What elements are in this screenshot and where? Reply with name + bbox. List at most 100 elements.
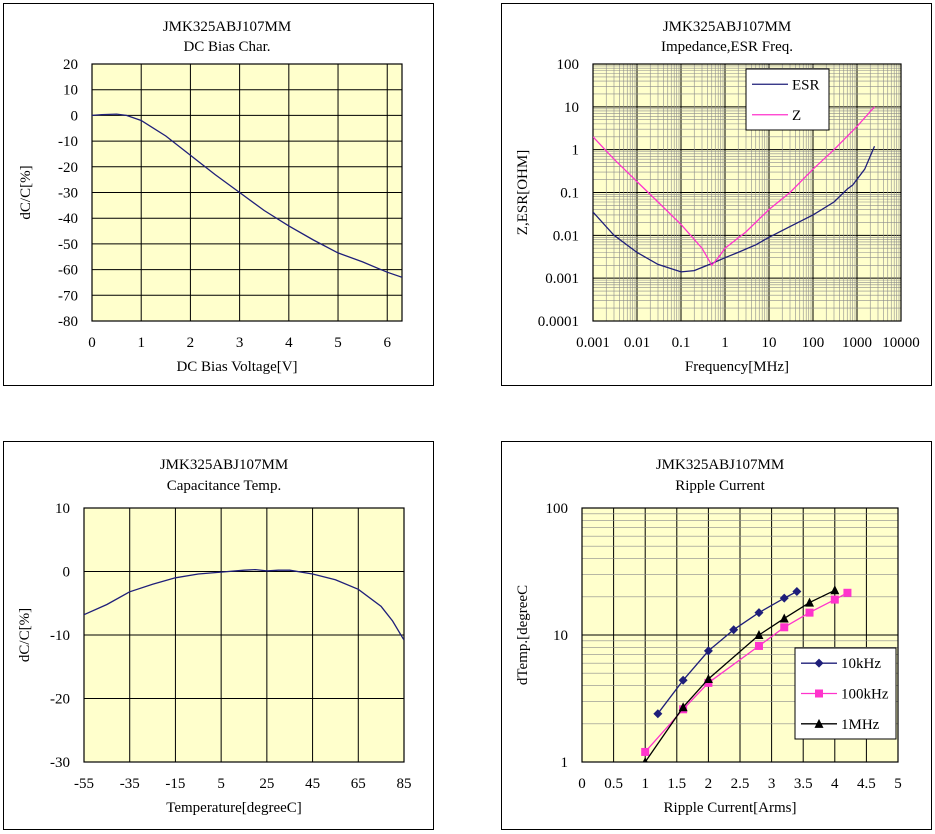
series-group: [84, 568, 404, 641]
y-tick-label: -60: [58, 263, 78, 279]
x-axis-label: Temperature[degreeC]: [166, 800, 302, 816]
x-tick-label: 25: [259, 776, 274, 792]
x-tick-label: 4: [285, 335, 293, 351]
y-tick-label: -20: [50, 692, 70, 708]
y-tick-label: 100: [557, 57, 580, 73]
x-tick-label: 65: [351, 776, 366, 792]
legend-label-100khz: 100kHz: [841, 687, 889, 703]
series-line-esr: [593, 146, 876, 273]
data-point: [830, 595, 839, 604]
capacitance-temp-chart-panel: JMK325ABJ107MM Capacitance Temp. -55 -35 -15…: [3, 441, 434, 830]
y-tick-label: -70: [58, 288, 78, 304]
legend-marker: [814, 718, 824, 728]
data-point: [780, 623, 789, 632]
y-tick-label: 20: [63, 57, 78, 73]
x-tick-label: 1.5: [667, 776, 686, 792]
data-point: [805, 608, 814, 617]
data-point: [779, 613, 789, 623]
chart-title: JMK325ABJ107MM: [663, 19, 791, 35]
x-tick-label: 0.1: [672, 335, 691, 351]
y-tick-label: 100: [546, 501, 569, 517]
x-tick-label: 100: [802, 335, 825, 351]
y-axis-label: Z,ESR[OHM]: [515, 150, 531, 235]
x-tick-label: 85: [397, 776, 412, 792]
x-tick-label: -55: [74, 776, 94, 792]
legend-marker: [814, 658, 824, 668]
x-tick-label: 2: [187, 335, 195, 351]
data-point: [805, 597, 815, 607]
x-tick-label: 3: [236, 335, 244, 351]
y-tick-label: -50: [58, 237, 78, 253]
y-tick-label: 0: [63, 565, 71, 581]
data-point: [792, 587, 802, 597]
x-tick-label: 0: [578, 776, 586, 792]
y-axis-label: dC/C[%]: [17, 608, 33, 662]
y-tick-label: -80: [58, 314, 78, 330]
data-point: [830, 585, 840, 595]
data-point: [779, 593, 789, 603]
x-tick-label: -15: [165, 776, 185, 792]
x-tick-label: 1: [721, 335, 729, 351]
x-tick-label: 1: [137, 335, 145, 351]
x-axis-label: DC Bias Voltage[V]: [176, 359, 297, 375]
y-axis-label: dTemp.[degreeC: [515, 585, 531, 685]
y-tick-label: 0: [71, 108, 79, 124]
series-line-100khz: [644, 592, 848, 753]
legend-label-z: Z: [792, 108, 801, 124]
chart-subtitle: DC Bias Char.: [183, 39, 270, 55]
y-tick-label: 0.001: [545, 271, 579, 287]
x-tick-label: 4: [831, 776, 839, 792]
series-line-z: [593, 106, 875, 267]
y-tick-label: -40: [58, 211, 78, 227]
data-point: [703, 646, 713, 656]
chart-subtitle: Ripple Current: [675, 478, 765, 494]
plot-border: [592, 63, 902, 322]
x-tick-label: 10000: [882, 335, 920, 351]
x-tick-label: -35: [120, 776, 140, 792]
y-tick-label: -30: [50, 755, 70, 771]
y-tick-label: 10: [55, 501, 70, 517]
x-tick-label: 0.01: [624, 335, 650, 351]
data-point: [729, 625, 739, 635]
y-tick-label: -30: [58, 186, 78, 202]
y-tick-label: -10: [58, 134, 78, 150]
x-tick-label: 1000: [842, 335, 872, 351]
chart-subtitle: Capacitance Temp.: [167, 478, 281, 494]
x-tick-label: 0.001: [576, 335, 610, 351]
y-tick-label: 0.01: [553, 228, 579, 244]
x-tick-label: 5: [894, 776, 902, 792]
series-group: [641, 585, 852, 762]
y-tick-label: -20: [58, 160, 78, 176]
y-tick-label: 10: [63, 83, 78, 99]
plot-border: [581, 507, 899, 763]
y-tick-label: 0.1: [560, 186, 579, 202]
series-line-0: [92, 113, 402, 278]
y-tick-label: 1: [572, 143, 580, 159]
data-point: [678, 675, 688, 685]
x-tick-label: 2.5: [731, 776, 750, 792]
y-tick-label: 0.0001: [538, 314, 579, 330]
series-group: [593, 106, 876, 273]
x-tick-label: 0: [88, 335, 96, 351]
data-point: [843, 588, 852, 597]
legend: ESR Z: [745, 68, 830, 131]
data-point: [703, 674, 713, 684]
chart-title: JMK325ABJ107MM: [160, 457, 288, 473]
ripple-current-chart-panel: JMK325ABJ107MM Ripple Current 0 0.5 1 1.5 2 2.5…: [501, 441, 932, 830]
x-tick-label: 3: [768, 776, 776, 792]
x-axis-label: Ripple Current[Arms]: [664, 800, 797, 816]
x-tick-label: 4.5: [857, 776, 876, 792]
x-tick-label: 6: [383, 335, 391, 351]
x-tick-label: 1: [641, 776, 649, 792]
x-tick-label: 10: [762, 335, 777, 351]
legend-label-esr: ESR: [792, 77, 820, 93]
legend-marker: [815, 689, 823, 698]
x-tick-label: 5: [334, 335, 342, 351]
data-point: [754, 608, 764, 618]
data-point: [641, 747, 650, 756]
data-point: [754, 630, 764, 639]
dc-bias-chart-panel: JMK325ABJ107MM DC Bias Char. 0 1 2 3 4 5 6 20 10 0-…: [3, 3, 434, 386]
legend-label-10khz: 10kHz: [841, 656, 881, 672]
legend-box: [745, 68, 830, 131]
